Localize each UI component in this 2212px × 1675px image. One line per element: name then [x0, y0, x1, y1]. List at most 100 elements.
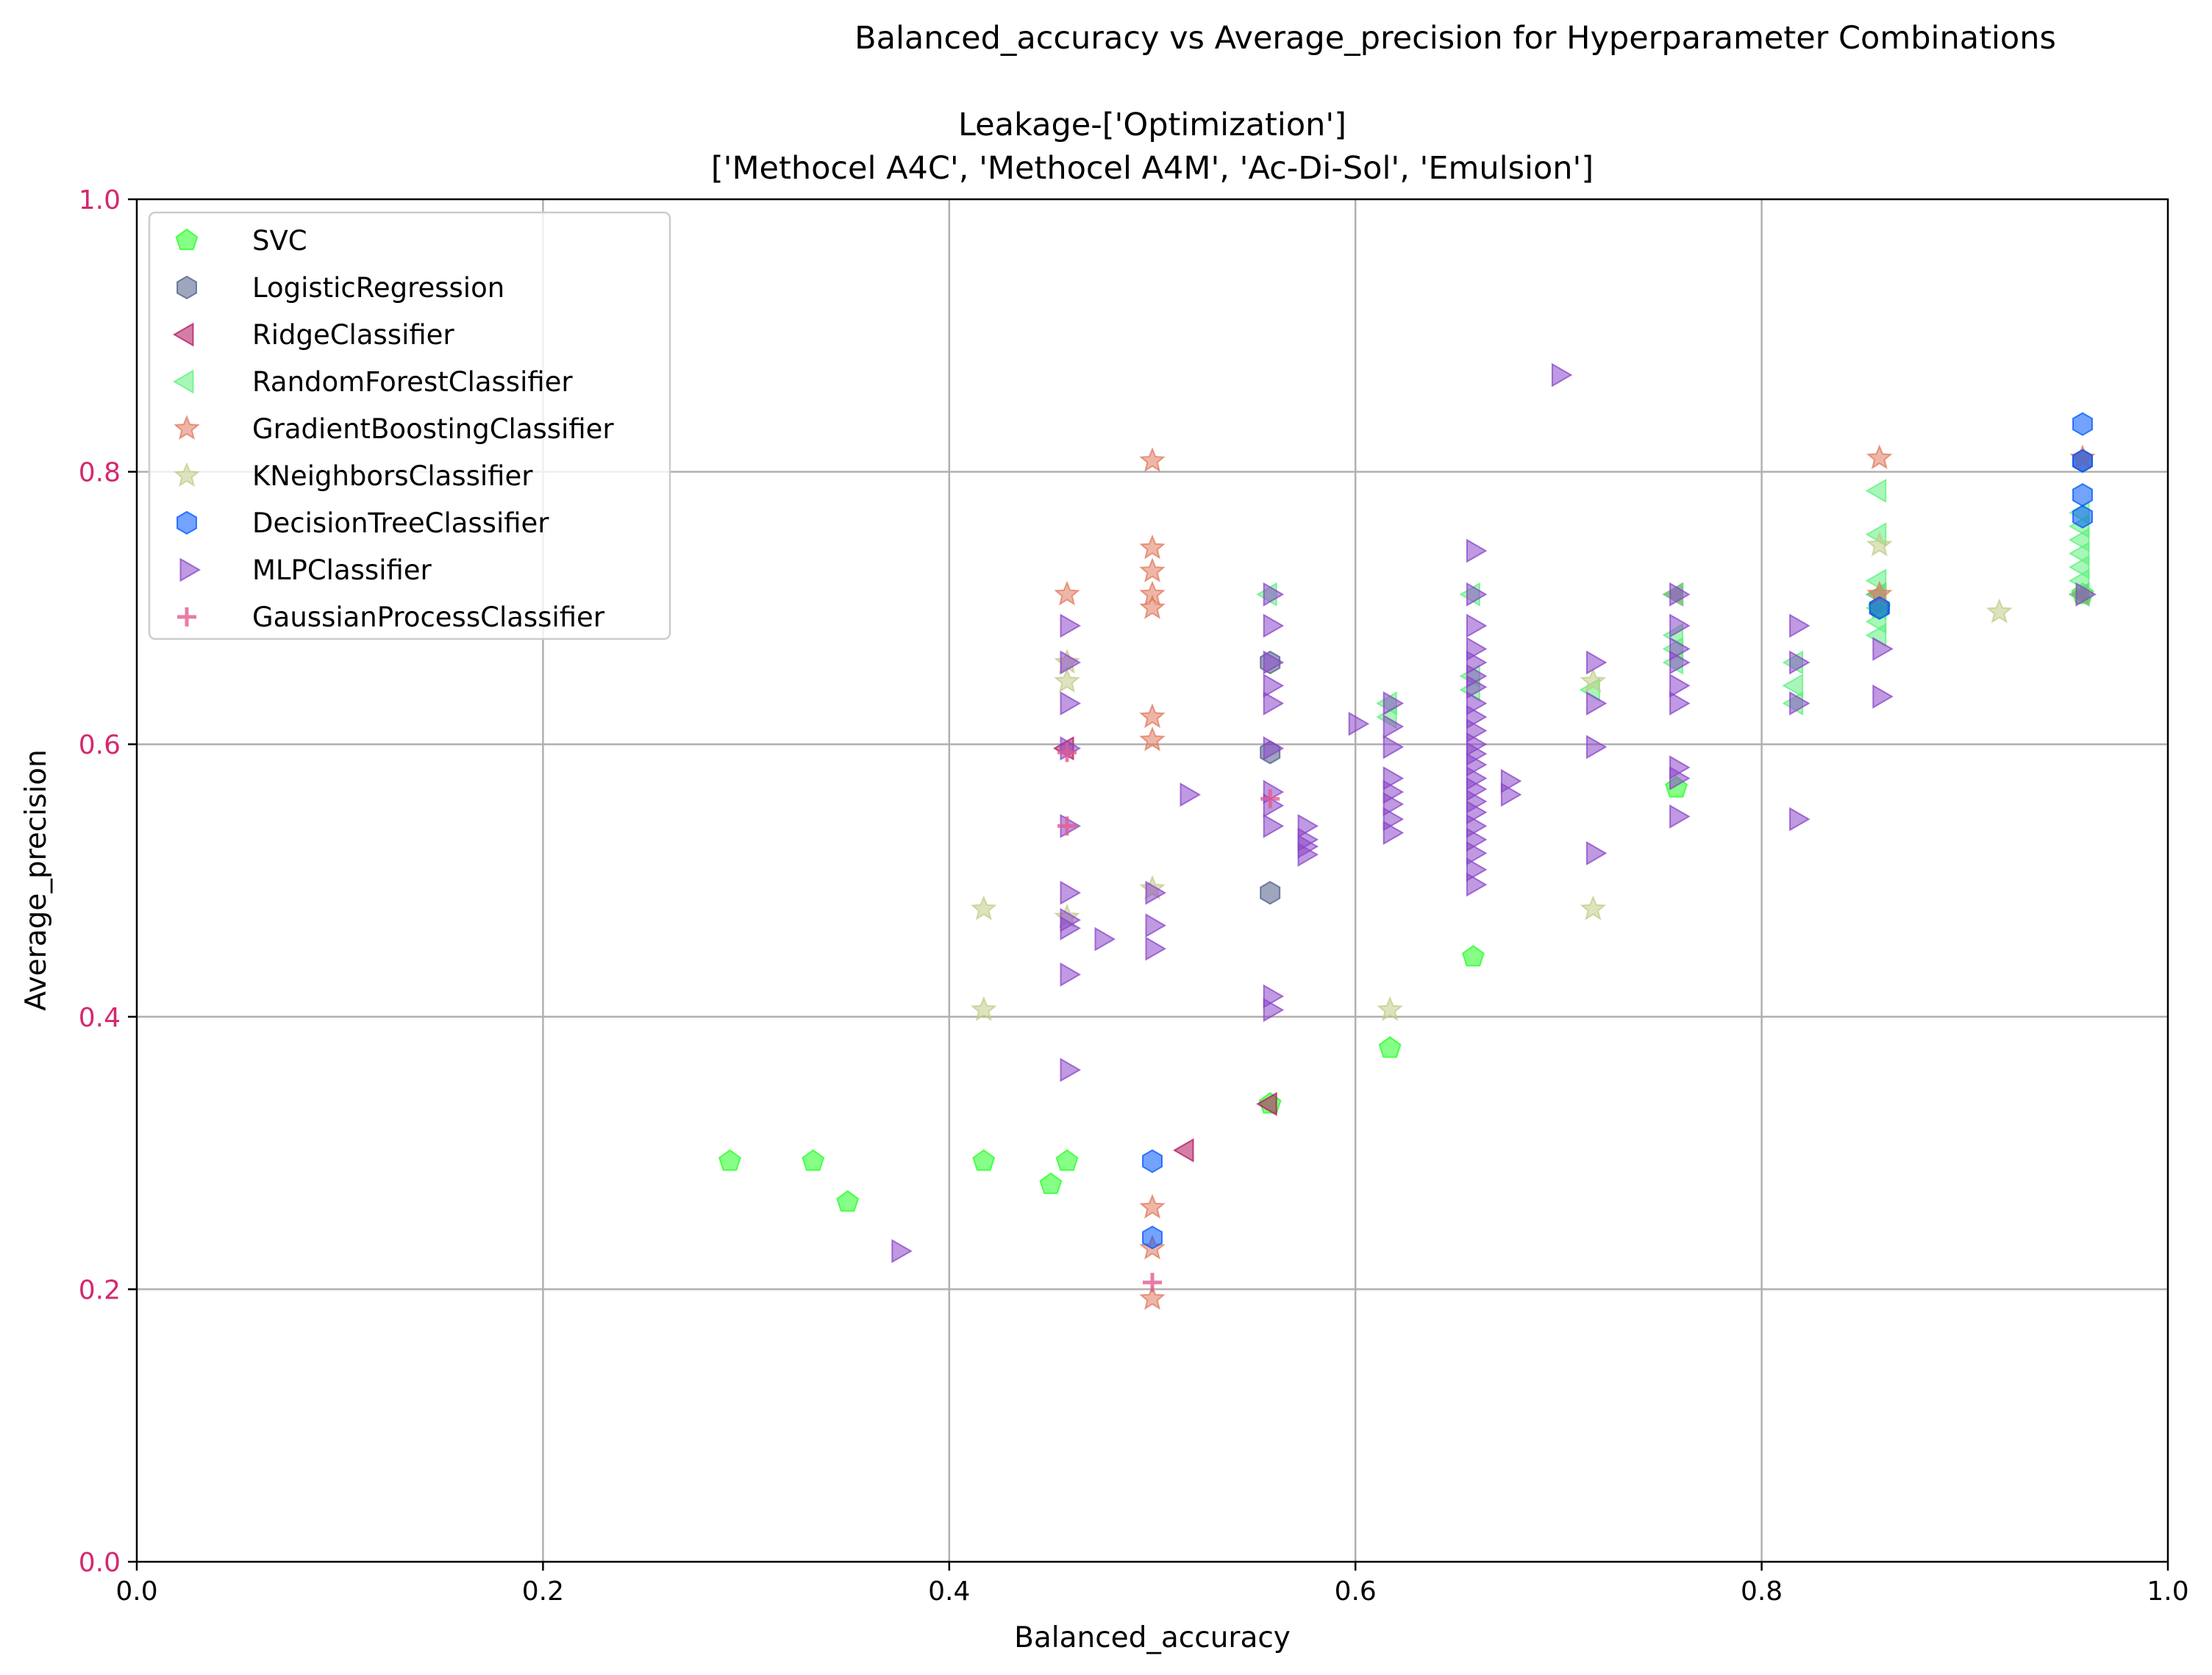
data-point	[1466, 613, 1488, 638]
data-point	[2075, 582, 2097, 607]
data-point	[1551, 362, 1573, 388]
data-point	[1180, 782, 1201, 807]
data-point	[1054, 668, 1080, 693]
data-point	[1466, 674, 1488, 699]
legend-marker	[177, 607, 196, 626]
data-point	[1585, 735, 1608, 760]
legend-marker	[174, 415, 200, 440]
data-point	[1060, 650, 1082, 675]
data-point	[1580, 895, 1607, 921]
data-point	[1377, 996, 1403, 1021]
data-point	[1139, 726, 1166, 751]
data-point	[1669, 674, 1691, 698]
data-point	[1139, 1285, 1166, 1310]
data-point	[1256, 1091, 1277, 1116]
data-point	[1057, 743, 1077, 762]
data-point	[2072, 412, 2093, 436]
data-point	[1060, 691, 1082, 716]
data-point	[1139, 534, 1166, 560]
data-point	[1172, 1138, 1194, 1162]
data-point	[1139, 1193, 1166, 1219]
data-point	[1461, 945, 1485, 967]
legend-marker	[174, 462, 200, 488]
data-point	[1057, 816, 1077, 836]
data-point	[1142, 1149, 1163, 1174]
y-tick-label: 0.6	[79, 730, 121, 760]
y-tick-label: 1.0	[79, 185, 121, 215]
data-point	[1143, 1273, 1162, 1293]
legend-label: LogisticRegression	[252, 272, 504, 304]
data-point	[1139, 447, 1166, 472]
data-point	[1382, 691, 1405, 716]
x-tick-label: 0.8	[1741, 1576, 1783, 1607]
data-point	[1094, 926, 1116, 951]
legend-label: SVC	[252, 225, 307, 257]
data-point	[972, 1149, 996, 1171]
x-tick-label: 0.6	[1335, 1576, 1377, 1607]
x-tick-label: 0.0	[115, 1576, 157, 1607]
y-axis-ticks: 0.0 0.2 0.4 0.6 0.8 1.0	[79, 185, 137, 1578]
data-point	[1466, 857, 1488, 882]
legend-label: GradientBoostingClassifier	[252, 413, 614, 445]
data-point	[1789, 613, 1810, 638]
chart-title-line2: ['Methocel A4C', 'Methocel A4M', 'Ac-Di-…	[711, 150, 1594, 187]
x-axis-label: Balanced_accuracy	[1014, 1621, 1291, 1654]
x-tick-label: 0.2	[522, 1576, 564, 1607]
data-point	[1139, 703, 1166, 729]
data-point	[1500, 782, 1522, 807]
data-point	[1872, 637, 1894, 661]
data-point	[891, 1239, 913, 1263]
data-point	[1260, 789, 1280, 809]
data-point	[1669, 766, 1691, 790]
y-tick-label: 0.0	[79, 1548, 121, 1578]
legend-label: GaussianProcessClassifier	[252, 601, 605, 633]
data-point	[1669, 650, 1691, 675]
data-point	[1139, 557, 1166, 582]
data-point	[1060, 880, 1082, 905]
data-point	[1263, 674, 1285, 698]
legend: SVC LogisticRegression RidgeClassifier Rand…	[148, 211, 671, 640]
data-point	[1669, 582, 1691, 607]
data-point	[1060, 915, 1081, 940]
data-point	[1039, 1172, 1063, 1194]
data-point	[1378, 1036, 1402, 1058]
chart-suptitle: Balanced_accuracy vs Average_precision f…	[855, 20, 2056, 57]
data-point	[1585, 840, 1608, 865]
data-point	[1263, 650, 1285, 675]
x-tick-label: 0.4	[928, 1576, 970, 1607]
chart-title-line1: Leakage-['Optimization']	[958, 107, 1346, 143]
data-point	[1669, 691, 1691, 716]
data-point	[1263, 613, 1285, 638]
data-point	[1263, 736, 1285, 761]
x-axis-ticks: 0.0 0.2 0.4 0.6 0.8 1.0	[115, 1562, 2189, 1607]
data-point	[1782, 674, 1804, 698]
data-point	[1263, 813, 1285, 838]
data-points	[718, 362, 2097, 1310]
data-point	[1869, 596, 1890, 621]
data-point	[1866, 444, 1893, 470]
y-tick-label: 0.4	[79, 1003, 121, 1033]
legend-marker	[172, 369, 194, 394]
data-point	[1260, 881, 1281, 905]
series-GradientBoostingClassifier	[1054, 444, 2096, 1310]
data-point	[1466, 872, 1488, 897]
legend-marker	[176, 275, 197, 300]
data-point	[1585, 691, 1608, 716]
data-point	[1789, 807, 1810, 832]
data-point	[1145, 913, 1166, 938]
data-point	[1263, 691, 1285, 716]
series-MLPClassifier	[891, 362, 2097, 1263]
data-point	[970, 895, 997, 921]
data-point	[1054, 580, 1080, 606]
plot-frame	[135, 198, 2169, 1563]
data-point	[1669, 613, 1691, 638]
data-point	[1986, 598, 2013, 624]
data-point	[2072, 504, 2093, 529]
data-point	[970, 996, 997, 1021]
y-tick-label: 0.8	[79, 458, 121, 488]
data-point	[1145, 880, 1167, 905]
data-point	[1348, 711, 1370, 736]
data-point	[1580, 668, 1607, 693]
legend-marker	[172, 322, 194, 347]
data-point	[1466, 582, 1488, 607]
